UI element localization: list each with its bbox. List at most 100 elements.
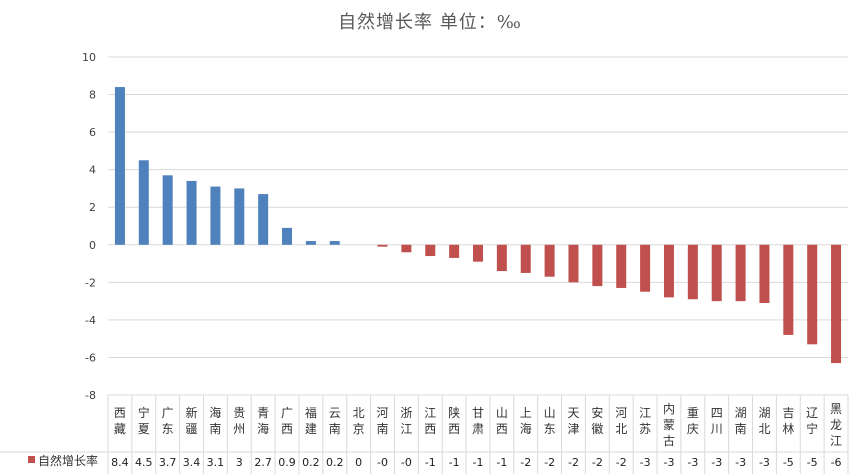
category-label: 湖南 bbox=[735, 405, 747, 436]
category-label: 宁夏 bbox=[138, 405, 150, 436]
bar bbox=[496, 244, 507, 272]
y-tick-label: 0 bbox=[89, 239, 96, 252]
y-tick-label: 8 bbox=[89, 89, 96, 102]
category-label: 江苏 bbox=[639, 406, 651, 436]
category-label: 云南 bbox=[329, 406, 341, 436]
legend: 自然增长率 bbox=[28, 453, 98, 468]
bar bbox=[640, 244, 651, 292]
category-label: 安徽 bbox=[591, 405, 603, 436]
category-label: 甘肃 bbox=[472, 406, 484, 436]
bar bbox=[544, 244, 555, 277]
category-label: 青海 bbox=[257, 406, 269, 436]
data-label: -0 bbox=[377, 456, 388, 469]
category-label: 辽宁 bbox=[806, 406, 818, 436]
bar bbox=[258, 194, 269, 245]
category-label: 福建 bbox=[305, 405, 317, 436]
data-label: 3.4 bbox=[183, 456, 201, 469]
data-label: -6 bbox=[831, 456, 842, 469]
bar bbox=[210, 186, 221, 245]
y-tick-label: -4 bbox=[85, 314, 96, 327]
bar bbox=[186, 180, 197, 245]
y-tick-label: 10 bbox=[82, 51, 96, 64]
data-label: 2.7 bbox=[254, 456, 272, 469]
bar bbox=[377, 244, 388, 247]
bar bbox=[282, 227, 293, 245]
bar bbox=[305, 241, 316, 245]
y-tick-label: 2 bbox=[89, 201, 96, 214]
bar bbox=[807, 244, 818, 345]
bar bbox=[138, 160, 149, 245]
data-label: -5 bbox=[807, 456, 818, 469]
data-label: -3 bbox=[711, 456, 722, 469]
data-label: -2 bbox=[568, 456, 579, 469]
data-label: 4.5 bbox=[135, 456, 153, 469]
category-label: 新疆 bbox=[186, 405, 198, 436]
data-label: 0.9 bbox=[278, 456, 296, 469]
category-label: 广西 bbox=[281, 406, 293, 436]
y-tick-label: -8 bbox=[85, 389, 96, 402]
bar bbox=[759, 244, 770, 303]
y-tick-label: 6 bbox=[89, 126, 96, 139]
bar bbox=[425, 244, 436, 257]
category-label: 黑龙江 bbox=[830, 402, 842, 448]
category-label: 西藏 bbox=[114, 406, 126, 436]
bars bbox=[114, 87, 842, 364]
data-label: -3 bbox=[759, 456, 770, 469]
data-label: -1 bbox=[473, 456, 484, 469]
category-label: 河南 bbox=[377, 406, 389, 436]
bar bbox=[234, 188, 245, 245]
category-label: 浙江 bbox=[400, 406, 412, 436]
data-label: 3.1 bbox=[207, 456, 225, 469]
legend-swatch bbox=[28, 456, 35, 463]
bar bbox=[687, 244, 698, 300]
bar bbox=[473, 244, 483, 262]
legend-label: 自然增长率 bbox=[38, 453, 98, 468]
data-label: -2 bbox=[544, 456, 555, 469]
y-tick-label: -2 bbox=[85, 276, 96, 289]
bar bbox=[114, 87, 125, 245]
data-label: -1 bbox=[425, 456, 436, 469]
category-label: 四川 bbox=[711, 406, 723, 436]
category-label: 北京 bbox=[353, 406, 365, 436]
data-label: -5 bbox=[783, 456, 794, 469]
data-label: -3 bbox=[640, 456, 651, 469]
data-label: 3 bbox=[236, 456, 243, 469]
category-label: 内蒙古 bbox=[663, 402, 675, 448]
category-label: 重庆 bbox=[687, 406, 699, 436]
category-label: 贵州 bbox=[233, 406, 245, 436]
data-label: 3.7 bbox=[159, 456, 177, 469]
category-label: 海南 bbox=[209, 405, 221, 436]
data-label: -2 bbox=[592, 456, 603, 469]
bar bbox=[401, 244, 412, 253]
category-label: 山东 bbox=[544, 406, 556, 436]
category-label: 天津 bbox=[567, 406, 579, 436]
data-label: -3 bbox=[735, 456, 746, 469]
bar bbox=[520, 244, 531, 273]
bar bbox=[663, 244, 674, 298]
y-tick-label: -6 bbox=[85, 351, 96, 364]
chart-title: 自然增长率 单位：‰ bbox=[338, 12, 522, 33]
data-label: -0 bbox=[401, 456, 412, 469]
bar bbox=[735, 244, 746, 302]
bar bbox=[162, 175, 173, 245]
bar bbox=[783, 244, 794, 335]
bar bbox=[592, 244, 603, 287]
data-label: -1 bbox=[449, 456, 460, 469]
bar bbox=[449, 244, 460, 258]
bar bbox=[329, 241, 340, 245]
data-label: -2 bbox=[616, 456, 627, 469]
category-label: 湖北 bbox=[758, 405, 770, 436]
bar bbox=[616, 244, 627, 288]
category-label: 山西 bbox=[496, 406, 508, 436]
data-table: 西藏 8.4 宁夏 4.5 广东 3.7 新疆 3.4 海南 3.1 贵州 3 青海 2.7 广西 0.9 福建… bbox=[0, 395, 849, 474]
data-label: 0.2 bbox=[302, 456, 320, 469]
y-tick-label: 4 bbox=[89, 164, 96, 177]
bar bbox=[568, 244, 579, 283]
bar bbox=[831, 244, 842, 364]
category-label: 广东 bbox=[162, 406, 174, 436]
category-label: 吉林 bbox=[782, 406, 794, 436]
category-label: 上海 bbox=[520, 406, 532, 436]
data-label: -3 bbox=[663, 456, 674, 469]
y-axis: 10 8 6 4 2 0 -2 -4 -6 -8 bbox=[82, 51, 96, 402]
